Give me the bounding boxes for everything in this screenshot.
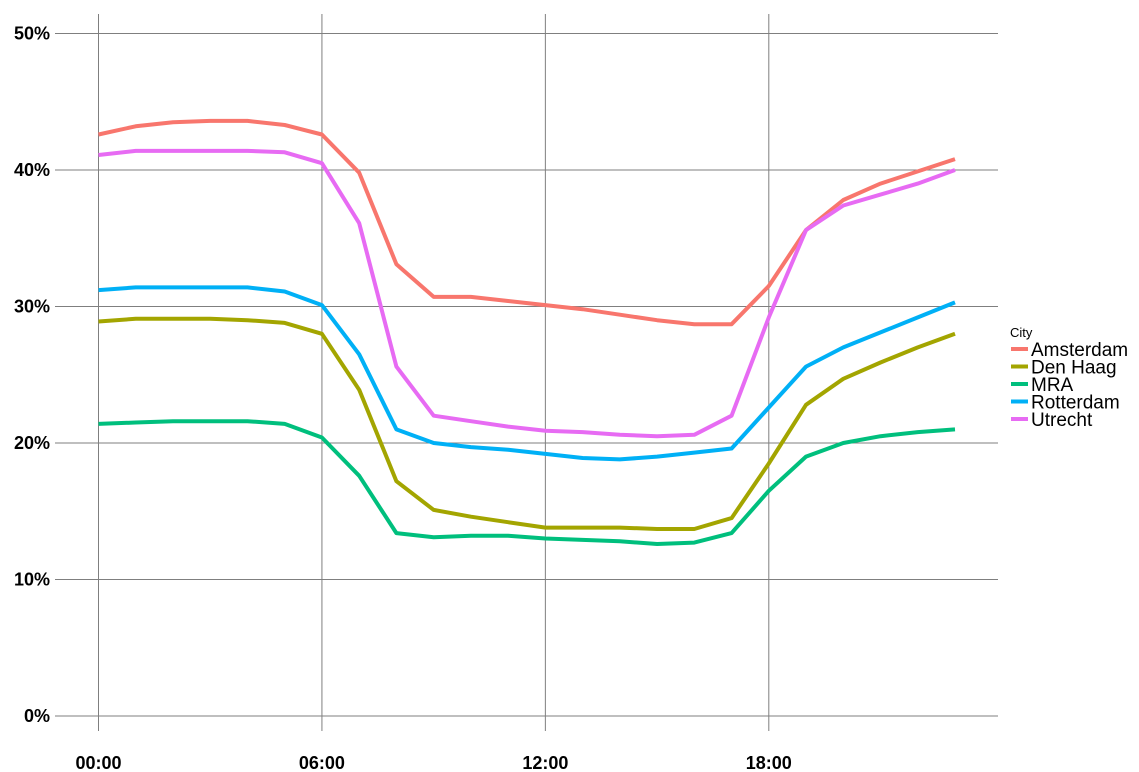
legend-label-amsterdam: Amsterdam: [1031, 340, 1128, 361]
y-tick-label: 10%: [14, 570, 50, 590]
legend-label-utrecht: Utrecht: [1031, 410, 1093, 431]
series-line-utrecht: [98, 148, 956, 439]
x-axis-tick-labels: 00:00 06:00 12:00 18:00: [75, 753, 791, 772]
y-tick-label: 40%: [14, 160, 50, 180]
legend-title: City: [1010, 325, 1033, 340]
series-lines: [98, 118, 956, 546]
x-tick-label: 00:00: [75, 753, 121, 772]
y-tick-label: 30%: [14, 297, 50, 317]
y-tick-label: 50%: [14, 24, 50, 44]
series-line-den-haag: [98, 316, 956, 531]
series-line-mra: [98, 419, 956, 546]
legend-label-den-haag: Den Haag: [1031, 358, 1117, 379]
x-tick-label: 06:00: [299, 753, 345, 772]
x-tick-label: 18:00: [746, 753, 792, 772]
y-axis-tick-labels: 0% 10% 20% 30% 40% 50%: [14, 24, 50, 727]
y-tick-label: 0%: [24, 706, 50, 726]
series-line-rotterdam: [98, 285, 956, 462]
y-tick-label: 20%: [14, 433, 50, 453]
legend-label-mra: MRA: [1031, 375, 1074, 396]
x-tick-label: 12:00: [522, 753, 568, 772]
legend-label-rotterdam: Rotterdam: [1031, 393, 1120, 414]
